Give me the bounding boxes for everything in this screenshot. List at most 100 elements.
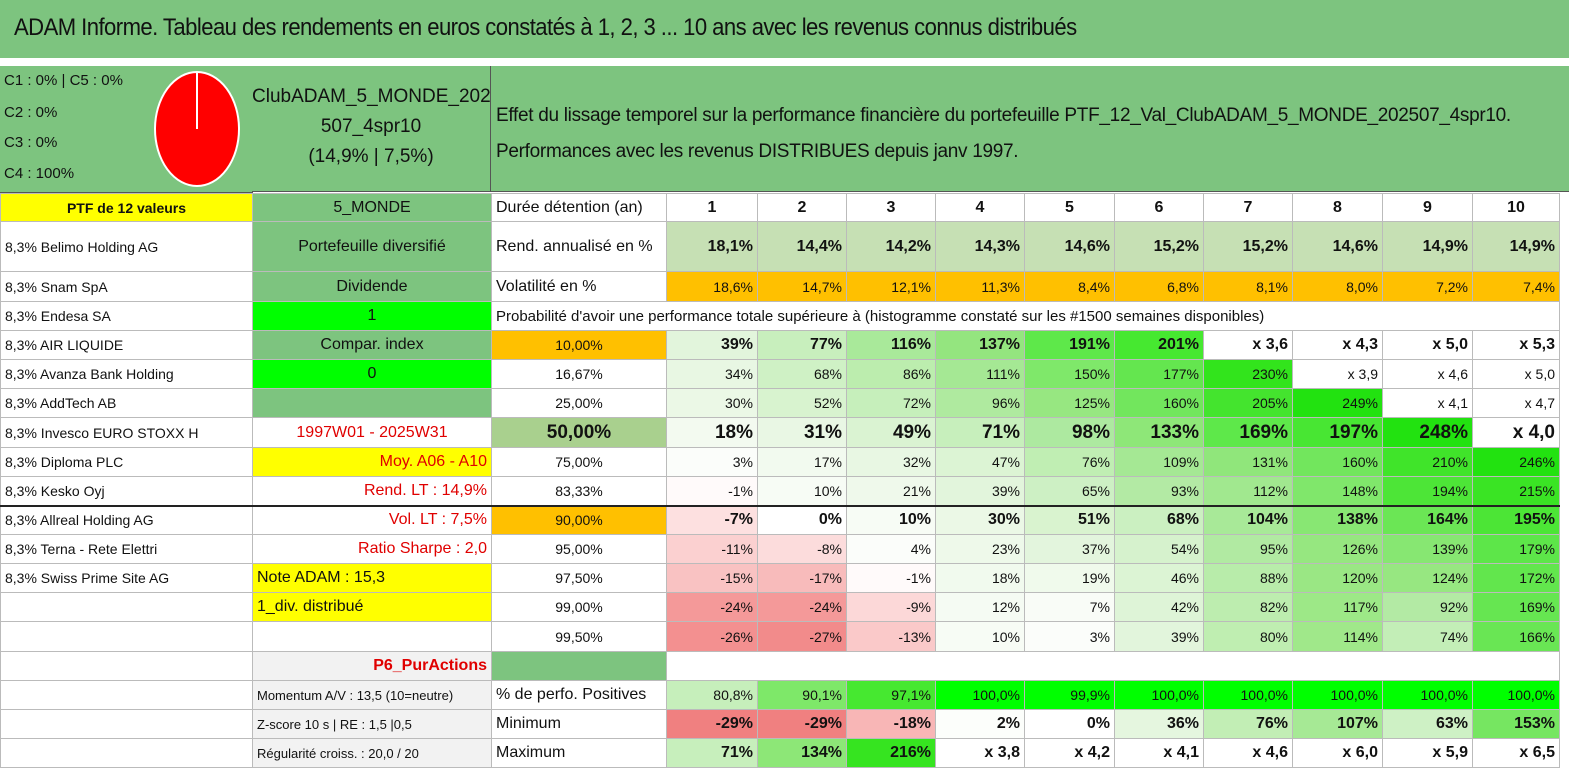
label-cell: 99,50% xyxy=(491,621,667,652)
value-cell: 248% xyxy=(1382,417,1473,448)
table-row: 8,3% Kesko Oyj Rend. LT : 14,9% 83,33% -1% 1… xyxy=(0,476,1560,506)
value-cell: 3% xyxy=(1024,621,1115,652)
value-cell: 76% xyxy=(1203,709,1293,739)
value-cell: 90,1% xyxy=(757,680,847,710)
value-cell: 32% xyxy=(846,447,936,477)
description-header: Effet du lissage temporel sur la perform… xyxy=(491,66,1569,192)
value-cell: 23% xyxy=(935,534,1025,564)
value-cell: x 5,0 xyxy=(1382,330,1473,360)
value-cell: -11% xyxy=(666,534,758,564)
value-cell: 246% xyxy=(1472,447,1560,477)
label-cell: 90,00% xyxy=(491,504,667,535)
value-cell: 150% xyxy=(1024,359,1115,389)
table-row: 8,3% Belimo Holding AG Portefeuille diver… xyxy=(0,221,1560,272)
value-cell: 63% xyxy=(1382,709,1473,739)
value-cell: 249% xyxy=(1292,388,1383,418)
holding-cell: 8,3% Avanza Bank Holding xyxy=(0,359,253,389)
table-row: 8,3% Terna - Rete Elettri Ratio Sharpe : … xyxy=(0,534,1560,564)
value-cell: 111% xyxy=(935,359,1025,389)
value-cell: 107% xyxy=(1292,709,1383,739)
holding-cell xyxy=(0,651,253,681)
value-cell: x 6,0 xyxy=(1292,738,1383,768)
value-cell: 160% xyxy=(1292,447,1383,477)
value-cell: 191% xyxy=(1024,330,1115,360)
value-cell: 194% xyxy=(1382,476,1473,506)
holding-cell xyxy=(0,621,253,652)
value-cell: 216% xyxy=(846,738,936,768)
value-cell: x 4,2 xyxy=(1024,738,1115,768)
value-cell: 39% xyxy=(666,330,758,360)
value-cell: 68% xyxy=(757,359,847,389)
value-cell: x 4,0 xyxy=(1472,417,1560,448)
category-c4: C4 : 100% xyxy=(4,165,75,182)
portfolio-stats: (14,9% | 7,5%) xyxy=(308,146,434,167)
value-cell: -27% xyxy=(757,621,847,652)
value-cell: 6 xyxy=(1114,193,1204,222)
empty-cell xyxy=(666,651,1560,681)
value-cell: 88% xyxy=(1203,563,1293,593)
report-title-bar: ADAM Informe. Tableau des rendements en … xyxy=(0,0,1569,62)
label-cell: 97,50% xyxy=(491,563,667,593)
value-cell: 114% xyxy=(1292,621,1383,652)
value-cell: 42% xyxy=(1114,592,1204,622)
holding-cell xyxy=(0,738,253,768)
value-cell: 169% xyxy=(1472,592,1560,622)
value-cell: 93% xyxy=(1114,476,1204,506)
value-cell: 131% xyxy=(1203,447,1293,477)
holding-cell: 8,3% Allreal Holding AG xyxy=(0,504,253,535)
value-cell: 126% xyxy=(1292,534,1383,564)
value-cell: 8,4% xyxy=(1024,271,1115,302)
category-c1-c5: C1 : 0% | C5 : 0% xyxy=(4,72,123,89)
value-cell: 14,4% xyxy=(757,221,847,272)
value-cell: 54% xyxy=(1114,534,1204,564)
table-row: Z-score 10 s | RE : 1,5 |0,5 Minimum -29% -… xyxy=(0,709,1560,739)
label-cell: 99,00% xyxy=(491,592,667,622)
value-cell: -29% xyxy=(666,709,758,739)
value-cell: 172% xyxy=(1472,563,1560,593)
value-cell: -24% xyxy=(757,592,847,622)
holding-cell: 8,3% Swiss Prime Site AG xyxy=(0,563,253,593)
description-line1: Effet du lissage temporel sur la perform… xyxy=(496,105,1511,126)
holding-cell: 8,3% Endesa SA xyxy=(0,301,253,331)
value-cell: 98% xyxy=(1024,417,1115,448)
value-cell: 18% xyxy=(666,417,758,448)
value-cell: 3% xyxy=(666,447,758,477)
holding-cell xyxy=(0,709,253,739)
value-cell: -9% xyxy=(846,592,936,622)
value-cell: 82% xyxy=(1203,592,1293,622)
value-cell: x 3,8 xyxy=(935,738,1025,768)
value-cell: 210% xyxy=(1382,447,1473,477)
value-cell: 109% xyxy=(1114,447,1204,477)
holding-cell: 8,3% Invesco EURO STOXX H xyxy=(0,417,253,448)
value-cell: 112% xyxy=(1203,476,1293,506)
value-cell: 169% xyxy=(1203,417,1293,448)
value-cell: 7,4% xyxy=(1472,271,1560,302)
info-cell: Z-score 10 s | RE : 1,5 |0,5 xyxy=(252,709,492,739)
value-cell: 86% xyxy=(846,359,936,389)
value-cell: 230% xyxy=(1203,359,1293,389)
info-cell: 1_div. distribué xyxy=(252,592,492,622)
value-cell: 0% xyxy=(1024,709,1115,739)
value-cell: 7 xyxy=(1203,193,1293,222)
value-cell: x 4,6 xyxy=(1203,738,1293,768)
holding-cell: 8,3% Snam SpA xyxy=(0,271,253,302)
value-cell: 1 xyxy=(666,193,758,222)
holding-cell: 8,3% Terna - Rete Elettri xyxy=(0,534,253,564)
value-cell: 9 xyxy=(1382,193,1473,222)
value-cell: 160% xyxy=(1114,388,1204,418)
value-cell: 14,2% xyxy=(846,221,936,272)
value-cell: 14,6% xyxy=(1024,221,1115,272)
portfolio-name-line1: ClubADAM_5_MONDE_202 xyxy=(252,86,491,107)
label-cell: 25,00% xyxy=(491,388,667,418)
info-cell: Rend. LT : 14,9% xyxy=(252,476,492,506)
info-cell xyxy=(252,388,492,418)
table-row: P6_PurActions xyxy=(0,651,1560,681)
value-cell: 166% xyxy=(1472,621,1560,652)
value-cell: 99,9% xyxy=(1024,680,1115,710)
returns-table: PTF de 12 valeurs 5_MONDE Durée détention … xyxy=(0,193,1560,768)
returns-table-body: PTF de 12 valeurs 5_MONDE Durée détention … xyxy=(0,193,1560,768)
value-cell: 100,0% xyxy=(1203,680,1293,710)
value-cell: 12,1% xyxy=(846,271,936,302)
value-cell: 201% xyxy=(1114,330,1204,360)
value-cell: 30% xyxy=(666,388,758,418)
